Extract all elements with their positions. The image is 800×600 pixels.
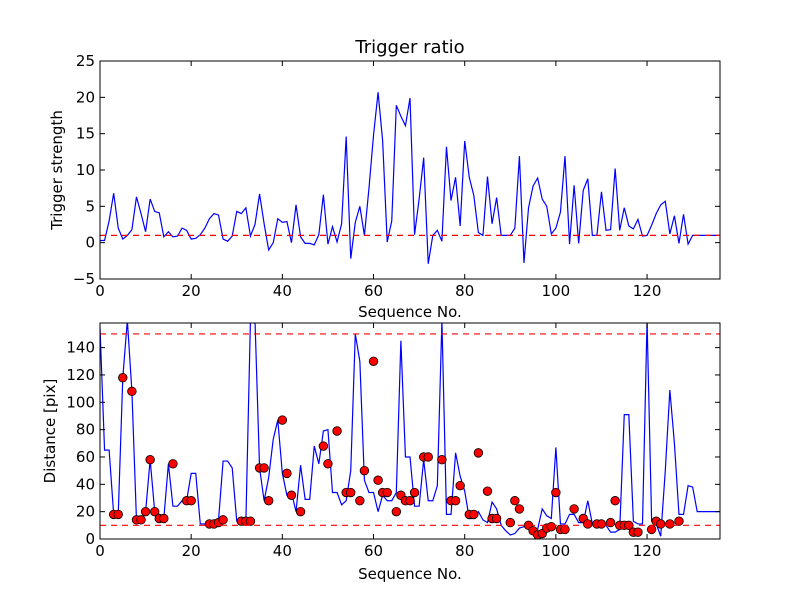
distance-marker-point <box>263 496 274 506</box>
trigger-y-tick-label: 0 <box>85 234 95 252</box>
distance-marker-point <box>473 448 484 458</box>
plot-area-top <box>100 61 720 279</box>
trigger-y-tick-label: 20 <box>76 88 95 106</box>
distance-y-tick-label: 100 <box>66 393 95 411</box>
distance-marker-point <box>391 506 402 517</box>
distance-x-tick-label: 100 <box>542 542 571 560</box>
trigger-x-tick-label: 120 <box>633 282 662 300</box>
y-axis-label-bottom: Distance [pix] <box>41 379 59 484</box>
distance-marker-point <box>145 455 155 465</box>
distance-y-tick-label: 80 <box>76 421 95 439</box>
distance-marker-point <box>455 480 465 491</box>
axes-frame-bottom <box>99 322 721 540</box>
distance-marker-point <box>168 459 178 469</box>
distance-marker-point <box>259 463 269 473</box>
distance-marker-point <box>282 468 292 479</box>
distance-marker-point <box>551 487 561 498</box>
distance-marker-point <box>368 356 379 366</box>
axes-frame-top <box>99 60 721 280</box>
distance-axis-ticks: 0 20 40 60 80 100 120 0 20 40 60 80 100 120 140 <box>66 323 720 560</box>
distance-x-tick-label: 120 <box>633 542 662 560</box>
distance-marker-point <box>514 504 525 514</box>
distance-marker-point <box>569 504 579 514</box>
distance-marker-point <box>218 515 228 525</box>
trigger-y-tick-label: −5 <box>73 270 95 288</box>
distance-marker-point <box>583 519 593 529</box>
trigger-y-tick-label: 5 <box>85 197 95 215</box>
distance-y-tick-label: 0 <box>85 530 95 548</box>
distance-marker-point <box>674 516 684 526</box>
distance-marker-point <box>546 522 557 532</box>
distance-marker-point <box>596 519 607 529</box>
trigger-series-group <box>100 92 720 264</box>
distance-y-tick-label: 120 <box>66 366 95 384</box>
trigger-x-tick-label: 20 <box>182 282 201 300</box>
distance-marker-point <box>665 519 675 529</box>
distance-y-tick-label: 20 <box>76 503 95 521</box>
distance-marker-point <box>359 465 370 476</box>
distance-x-tick-label: 0 <box>95 542 105 560</box>
trigger-y-tick-label: 10 <box>76 161 95 179</box>
distance-series-group <box>100 323 720 539</box>
distance-marker-point <box>633 527 643 537</box>
distance-marker-point <box>277 415 288 425</box>
distance-x-tick-label: 20 <box>182 542 201 560</box>
trigger-x-tick-label: 0 <box>95 282 105 300</box>
trigger-y-tick-label: 15 <box>76 125 95 143</box>
distance-marker-point <box>560 524 570 535</box>
distance-marker-point <box>245 516 256 526</box>
distance-marker-point <box>405 496 415 506</box>
distance-marker-point <box>323 459 333 469</box>
distance-series-line <box>100 323 720 537</box>
distance-subplot: 0 20 40 60 80 100 120 0 20 40 60 80 100 120 140 Sequen… <box>41 322 721 583</box>
distance-marker-point <box>355 496 365 506</box>
distance-marker-point <box>295 506 306 517</box>
distance-y-tick-label: 60 <box>76 448 95 466</box>
distance-marker-point <box>646 524 657 535</box>
trigger-x-tick-label: 80 <box>455 282 474 300</box>
distance-marker-point <box>286 490 297 500</box>
chart-title: Trigger ratio <box>354 37 464 58</box>
trigger-y-tick-label: 25 <box>76 52 95 70</box>
distance-marker-point <box>656 519 666 529</box>
distance-y-tick-label: 40 <box>76 475 95 493</box>
distance-marker-point <box>140 506 151 517</box>
x-axis-label-bottom: Sequence No. <box>358 565 462 583</box>
distance-marker-point <box>159 513 169 524</box>
distance-marker-point <box>469 509 479 520</box>
distance-marker-point <box>373 475 383 485</box>
distance-marker-point <box>186 496 196 506</box>
x-axis-label-top: Sequence No. <box>358 303 462 321</box>
distance-marker-point <box>136 515 146 525</box>
distance-marker-point <box>127 386 137 397</box>
distance-marker-point <box>332 426 342 436</box>
distance-marker-point <box>450 496 461 506</box>
distance-y-tick-label: 140 <box>66 339 95 357</box>
y-axis-label-top: Trigger strength <box>48 110 66 231</box>
distance-marker-point <box>382 487 392 498</box>
distance-marker-point <box>318 441 329 451</box>
distance-x-tick-label: 60 <box>364 542 383 560</box>
trigger-x-tick-label: 100 <box>542 282 571 300</box>
trigger-x-tick-label: 60 <box>364 282 383 300</box>
distance-x-tick-label: 40 <box>273 542 292 560</box>
distance-marker-point <box>118 372 128 383</box>
distance-marker-point <box>423 452 433 462</box>
distance-marker-point <box>409 487 420 498</box>
distance-marker-point <box>491 513 502 524</box>
distance-marker-point <box>113 509 123 520</box>
distance-marker-point <box>510 496 520 506</box>
trigger-series-line <box>100 92 720 264</box>
trigger-x-tick-label: 40 <box>273 282 292 300</box>
distance-marker-point <box>150 506 160 517</box>
distance-marker-point <box>610 496 620 506</box>
distance-marker-point <box>482 486 493 496</box>
distance-marker-point <box>437 455 447 465</box>
distance-marker-point <box>346 487 356 498</box>
plot-area-bottom <box>100 323 720 539</box>
distance-x-tick-label: 80 <box>455 542 474 560</box>
